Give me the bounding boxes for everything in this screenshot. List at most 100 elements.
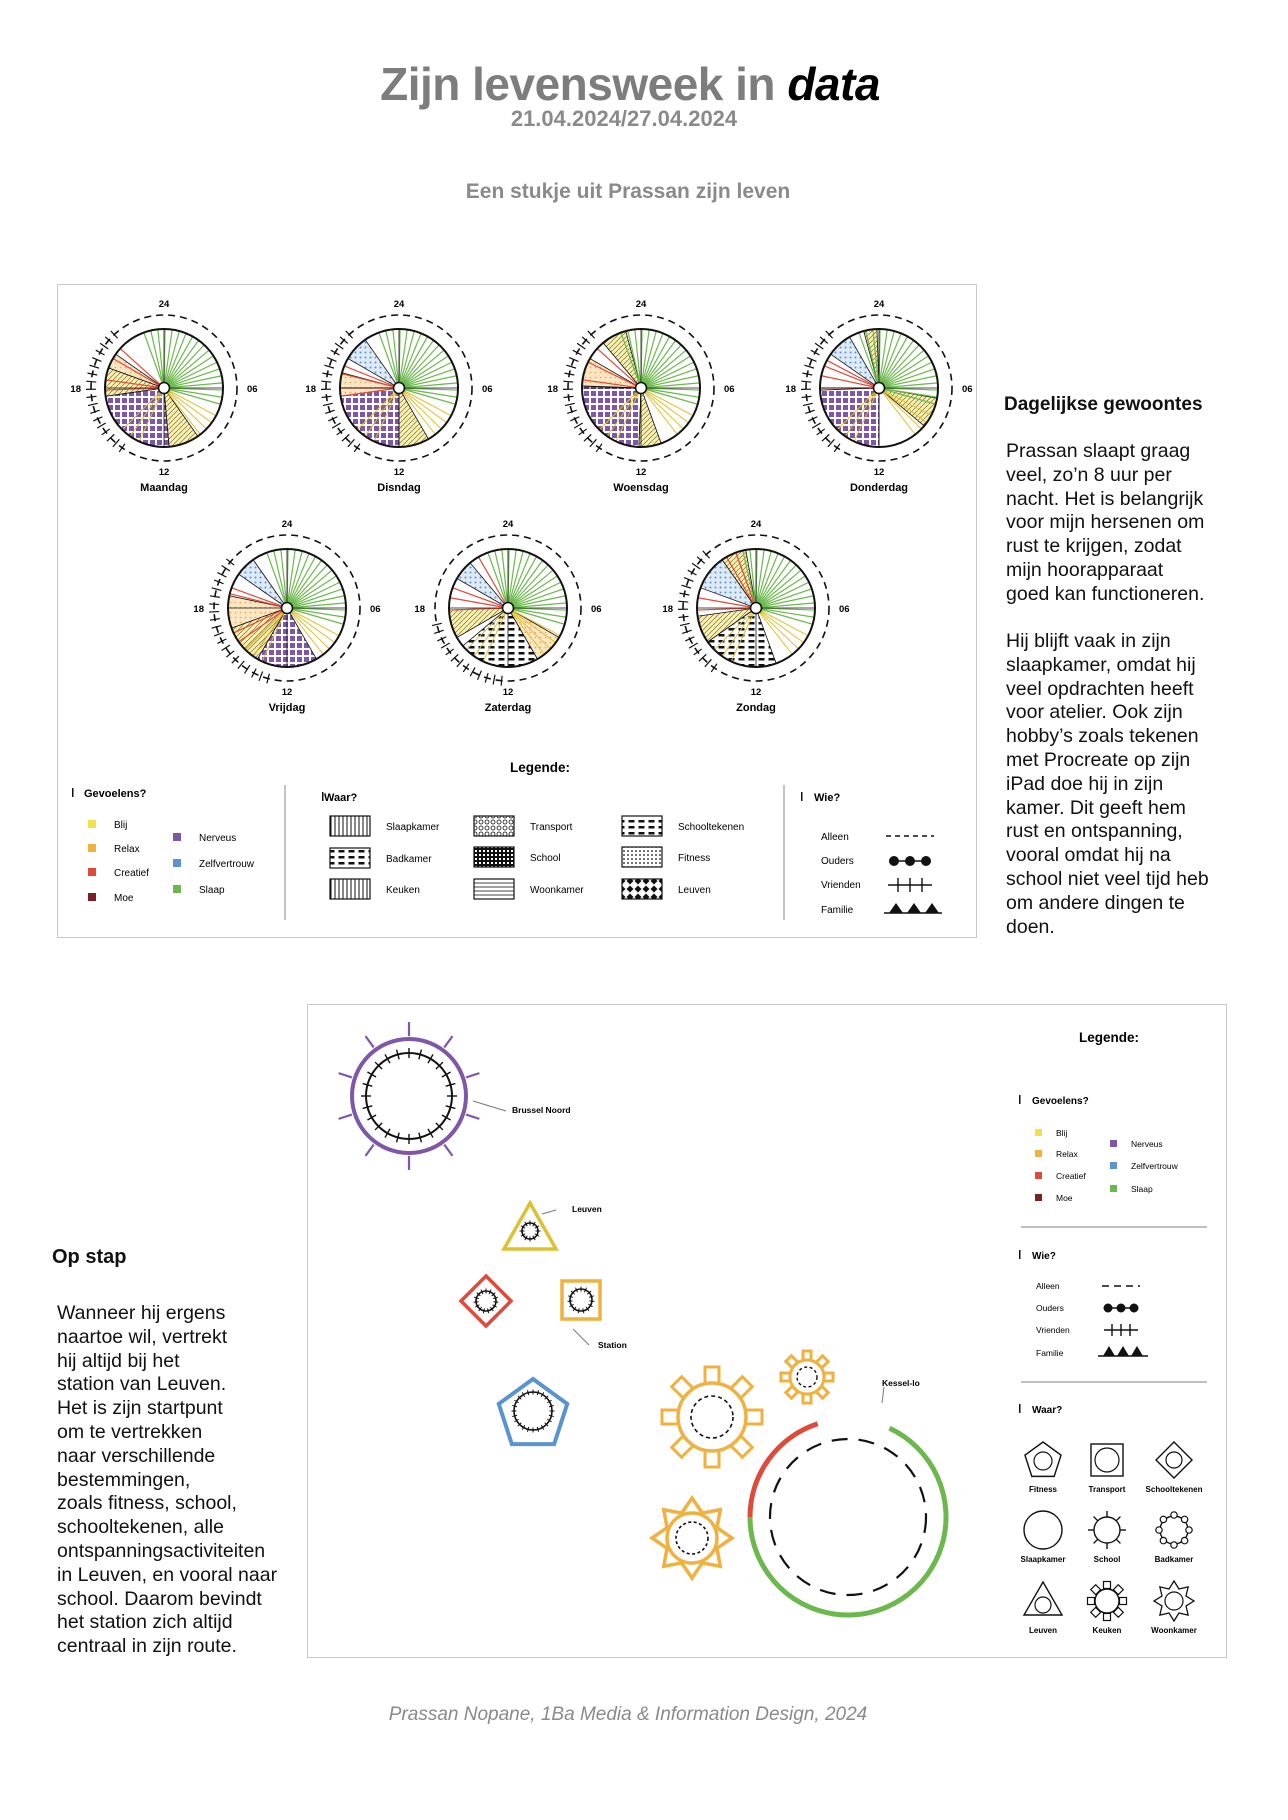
tick — [473, 1296, 480, 1300]
circle-shape — [1094, 1588, 1120, 1614]
feeling-label: Moe — [114, 893, 134, 904]
clock-spoke — [163, 333, 187, 389]
clock-spoke — [286, 564, 328, 609]
clock-tick — [244, 664, 251, 674]
clock-spoke — [878, 375, 937, 389]
tick — [395, 1132, 400, 1143]
tick — [362, 1105, 373, 1110]
feeling-label: Relax — [114, 844, 140, 855]
who-title: Wie? — [1032, 1251, 1056, 1262]
clock-tick — [231, 655, 240, 664]
square-shape — [1090, 1443, 1124, 1477]
label-station: Station — [598, 1340, 627, 1350]
text-line: bestemmingen, — [57, 1468, 191, 1491]
text-line: rust en ontspanning, — [1006, 820, 1183, 843]
clock-spoke — [730, 607, 757, 662]
tooth — [1102, 1612, 1112, 1622]
feeling-label: Blij — [114, 820, 127, 831]
place-icon-leuven — [1022, 1580, 1064, 1616]
feeling-swatch — [173, 833, 181, 841]
clock-tick — [808, 416, 818, 422]
diamond-shape — [1155, 1441, 1193, 1479]
day-name: Zaterdag — [485, 702, 531, 714]
clock-spoke — [878, 387, 928, 424]
clock-spoke — [340, 387, 400, 397]
clock-tick — [221, 644, 231, 651]
clock-label-left: 18 — [547, 384, 558, 395]
clock-spoke — [163, 339, 200, 389]
clock-tick — [118, 443, 126, 453]
habits-paragraph-1: Prassan slaapt graag veel, zo’n 8 uur pe… — [1006, 440, 1246, 607]
place-label: Badkamer — [1155, 1555, 1194, 1564]
clock-spoke — [398, 355, 449, 389]
ouders-dot — [889, 856, 899, 866]
feeling-swatch — [1035, 1129, 1042, 1136]
clock-tick — [567, 409, 577, 414]
place-label: Slaapkamer — [386, 822, 440, 833]
tick — [435, 1122, 444, 1131]
clock-label-bottom: 12 — [751, 687, 762, 698]
clock-spoke — [507, 607, 561, 637]
tick — [512, 1414, 518, 1418]
tick — [473, 1301, 479, 1303]
clock-spoke — [482, 607, 509, 662]
tick — [520, 1225, 526, 1229]
text-line: vooral omdat hij na — [1006, 844, 1171, 867]
text-line: in Leuven, en vooral naar — [57, 1563, 278, 1586]
tick — [441, 1071, 451, 1078]
clock-tick — [339, 336, 349, 344]
clock-tick — [209, 603, 220, 606]
clock-tick — [251, 668, 257, 678]
tick — [582, 1308, 585, 1314]
inner-circle — [1034, 1596, 1052, 1614]
place-icon-transport — [1090, 1443, 1124, 1477]
clock-rim — [339, 328, 459, 448]
clock-spoke — [878, 361, 933, 389]
gear-tooth — [669, 1433, 696, 1460]
text-line: Wanneer hij ergens — [57, 1302, 226, 1324]
clock-spoke — [878, 387, 916, 435]
clock-spoke — [487, 552, 509, 609]
clock-center — [280, 601, 294, 615]
clock-tick — [95, 349, 105, 356]
who-label: Vrienden — [821, 880, 861, 891]
station-marker — [560, 1279, 602, 1321]
clock-tick — [334, 342, 344, 350]
tick — [585, 1306, 590, 1312]
who-label: Familie — [1036, 1348, 1064, 1358]
feeling-swatch — [173, 859, 181, 867]
clock-tick — [801, 380, 812, 383]
clock-tick — [209, 610, 220, 613]
clock-outer-ring — [567, 314, 715, 462]
clock-spoke — [507, 595, 566, 609]
bump — [1180, 1536, 1189, 1545]
clock-spoke — [755, 607, 809, 637]
tick — [476, 1292, 481, 1297]
tick — [427, 1054, 434, 1064]
clock-tick — [106, 433, 115, 442]
clock-spoke — [587, 361, 642, 389]
clock-spoke — [507, 581, 562, 609]
clock-tick — [802, 402, 813, 407]
day-name: Vrijdag — [269, 702, 306, 714]
place-label: Keuken — [386, 885, 420, 896]
clock-spoke — [582, 379, 642, 389]
clock-spoke — [286, 575, 337, 609]
bump — [1155, 1526, 1163, 1534]
clock-tick — [93, 416, 103, 422]
feelings-title: Gevoelens? — [1032, 1096, 1089, 1107]
clock-spoke — [261, 607, 288, 662]
star-shape — [1152, 1579, 1196, 1623]
clock-spoke — [266, 552, 288, 609]
clock-spoke — [749, 549, 757, 609]
clock-label-left: 18 — [70, 384, 81, 395]
feeling-label: Slaap — [199, 885, 225, 896]
tick — [547, 1418, 552, 1423]
place-swatch — [329, 847, 371, 869]
clock-tick — [445, 648, 455, 656]
clock-spoke — [341, 373, 400, 389]
clock-tick — [811, 422, 822, 429]
place-label: Transport — [1089, 1485, 1126, 1494]
day-clock-woensdag: 24 12 06 18 Woensdag — [547, 299, 734, 494]
clock-label-left: 18 — [193, 604, 204, 615]
